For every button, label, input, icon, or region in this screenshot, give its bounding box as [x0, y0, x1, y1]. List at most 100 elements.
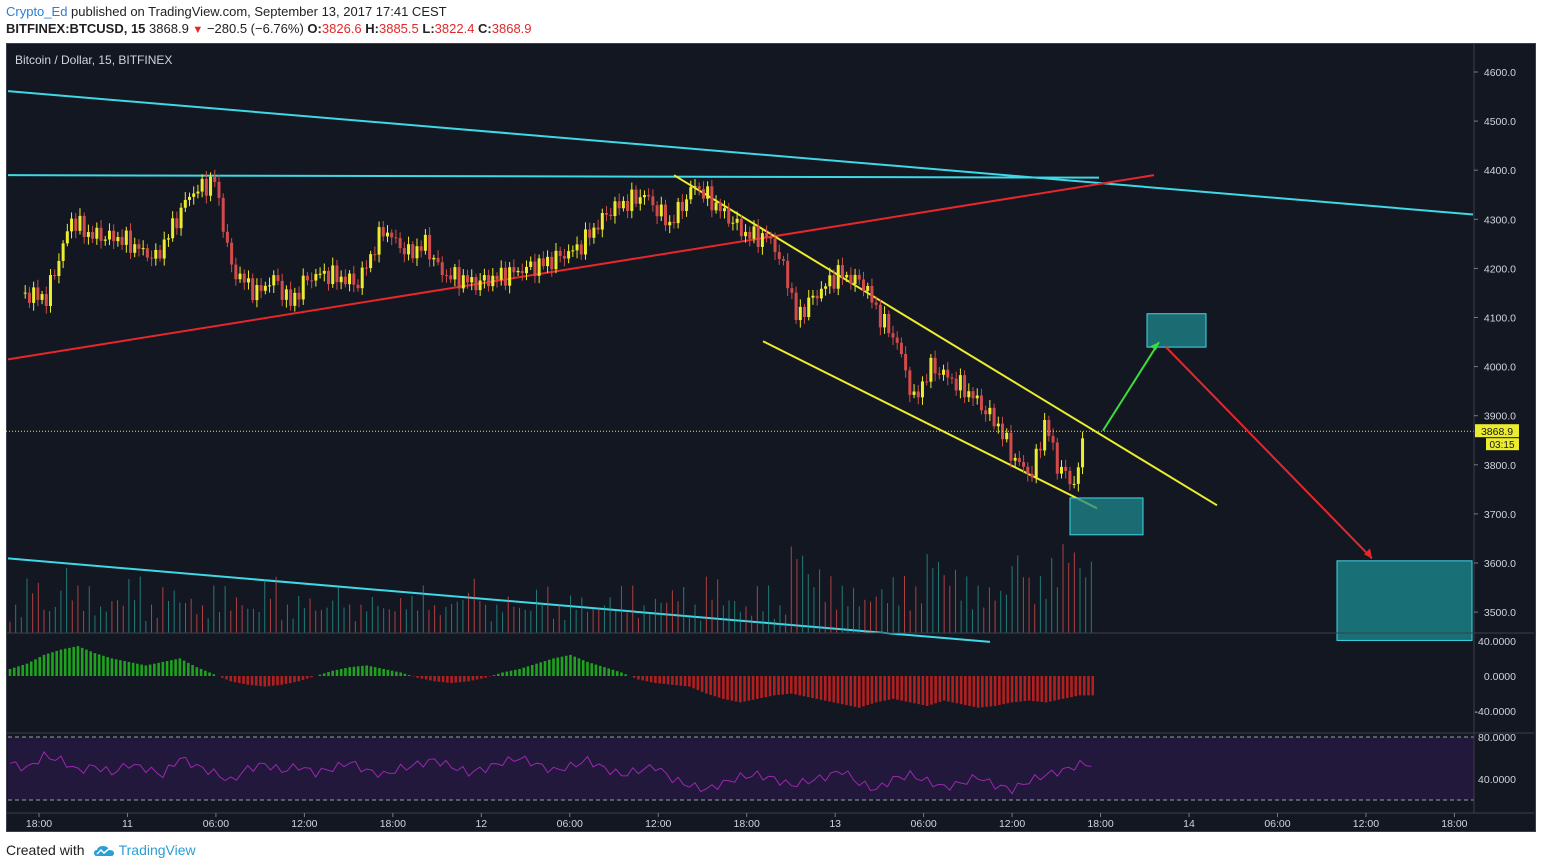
candle-body	[107, 230, 111, 240]
high-value: 3885.5	[378, 21, 419, 36]
rising-support-line	[7, 174, 1155, 361]
candle-body	[626, 200, 630, 211]
candle-body	[432, 257, 436, 260]
candle-body	[1047, 419, 1051, 437]
time-axis[interactable]: 18:00 11 06:00 12:00 18:00 12 06:00 12:00 18:00 1…	[26, 813, 1468, 830]
candle-body	[179, 207, 183, 229]
tradingview-brand-link[interactable]: TradingView	[118, 842, 196, 858]
candle-body	[158, 249, 162, 259]
tradingview-logo-icon	[93, 844, 115, 861]
candle-body	[217, 181, 221, 198]
candle-body	[27, 292, 31, 303]
candle-body	[491, 275, 495, 287]
rsi-tick-label: 40.0000	[1478, 774, 1516, 786]
annotation-layer[interactable]: 3868.9 03:15	[6, 313, 1519, 641]
candle-body	[520, 270, 524, 274]
countdown-label: 03:15	[1489, 440, 1514, 451]
candle-body	[912, 391, 916, 395]
candle-body	[419, 246, 423, 251]
open-label: O:	[307, 21, 322, 36]
candle-body	[739, 218, 743, 237]
y-tick-label: 4600.0	[1484, 67, 1516, 79]
y-tick-label: 3700.0	[1484, 509, 1516, 521]
last-price-tag	[1475, 424, 1519, 438]
rsi-line	[9, 750, 1092, 795]
chart-frame	[6, 43, 1536, 832]
candle-body	[857, 274, 861, 280]
candle-body	[95, 227, 99, 239]
candle-body	[124, 230, 128, 245]
candle-body	[103, 239, 107, 241]
candle-body	[883, 313, 887, 328]
macd-tick-label: 40.0000	[1478, 636, 1516, 648]
candle-body	[242, 273, 246, 283]
candle-body	[680, 201, 684, 211]
macd-histogram: 40.0000 0.0000 -40.0000	[8, 636, 1516, 718]
price-axis[interactable]: 4600.0 4500.0 4400.0 4300.0 4200.0 4100.0 4000…	[6, 43, 1534, 814]
candle-body	[803, 306, 807, 318]
candle-body	[895, 337, 899, 343]
bullish-arrow	[1102, 341, 1160, 432]
candle-body	[428, 234, 432, 260]
candle-body	[638, 197, 642, 204]
candle-body	[571, 250, 575, 252]
candle-body	[356, 284, 360, 289]
candle-body	[1022, 462, 1026, 467]
candle-body	[301, 275, 305, 300]
candle-body	[251, 278, 255, 301]
candle-body	[482, 275, 486, 281]
candle-body	[562, 256, 566, 259]
candle-body	[950, 377, 954, 379]
candle-body	[756, 226, 760, 247]
candle-body	[853, 274, 857, 284]
candle-body	[70, 218, 74, 232]
candle-body	[32, 287, 36, 303]
candle-body	[175, 218, 179, 229]
candle-body	[781, 259, 785, 261]
candle-body	[1005, 432, 1009, 440]
candle-body	[710, 186, 714, 211]
candle-body	[887, 313, 891, 334]
candle-body	[689, 187, 693, 200]
candle-body	[807, 297, 811, 318]
candle-body	[866, 286, 870, 291]
down-arrow-icon: ▼	[192, 24, 204, 36]
candle-body	[99, 227, 103, 241]
candle-body	[508, 267, 512, 286]
drawings-layer[interactable]	[7, 90, 1474, 643]
candle-body	[1055, 442, 1059, 474]
candle-body	[40, 294, 44, 300]
candle-body	[870, 286, 874, 303]
candle-body	[891, 333, 895, 338]
candle-body	[82, 215, 86, 237]
candle-body	[284, 289, 288, 300]
footer: Created with TradingView	[6, 842, 196, 861]
buy-zone-box	[1069, 497, 1144, 536]
candle-body	[263, 285, 267, 291]
x-tick-label: 12:00	[1353, 818, 1379, 830]
chart-canvas[interactable]: Bitcoin / Dollar, 15, BITFINEX 3868.9 03:…	[6, 43, 1536, 832]
created-with-label: Created with	[6, 842, 85, 858]
candle-body	[204, 178, 208, 196]
candle-body	[407, 244, 411, 255]
candle-body	[525, 266, 528, 274]
candle-body	[874, 302, 878, 305]
candle-body	[916, 391, 920, 398]
candle-body	[1017, 457, 1021, 463]
candle-body	[596, 227, 600, 230]
candle-body	[908, 370, 912, 395]
candle-body	[815, 295, 819, 299]
candle-body	[470, 277, 474, 283]
candle-body	[676, 201, 680, 224]
macd-tick-label: 0.0000	[1484, 671, 1516, 683]
open-value: 3826.6	[321, 21, 362, 36]
candle-body	[706, 186, 710, 199]
close-label: C:	[478, 21, 492, 36]
volume-bars	[9, 544, 1092, 633]
candle-body	[798, 306, 802, 321]
author-link[interactable]: Crypto_Ed	[6, 4, 68, 19]
candle-body	[630, 189, 634, 211]
candle-body	[423, 234, 427, 251]
candle-body	[327, 270, 331, 285]
candle-body	[449, 275, 453, 280]
